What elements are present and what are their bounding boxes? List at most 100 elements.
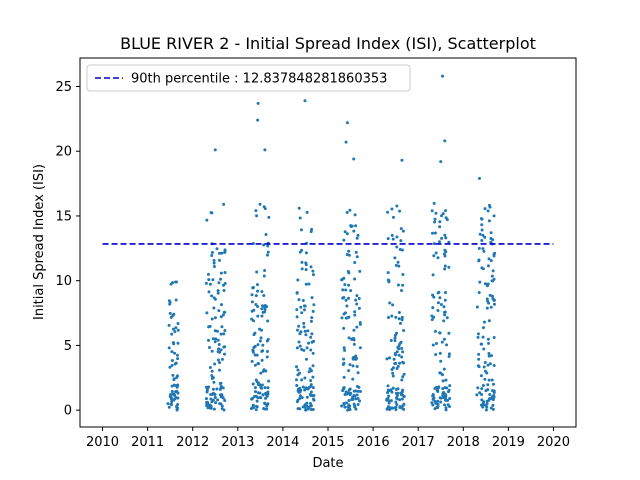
data-point [169, 282, 173, 286]
data-point [357, 306, 361, 310]
data-point [172, 398, 176, 402]
data-point [354, 354, 358, 358]
data-point [351, 356, 355, 360]
data-point [221, 313, 225, 317]
data-point [401, 283, 405, 287]
data-point [492, 302, 496, 306]
data-point [441, 390, 445, 394]
data-point [347, 315, 351, 319]
data-point [297, 390, 301, 394]
data-point [483, 361, 487, 365]
data-point [212, 296, 216, 300]
data-point [342, 326, 346, 330]
data-point [398, 398, 402, 402]
data-point [259, 396, 263, 400]
data-point [345, 121, 349, 125]
data-point [348, 407, 352, 411]
data-point [354, 224, 358, 228]
data-point [354, 389, 358, 393]
data-point [210, 317, 214, 321]
data-point [302, 321, 306, 325]
data-point [309, 369, 313, 373]
data-point [355, 356, 359, 360]
data-point [432, 242, 436, 246]
data-point [303, 99, 307, 103]
data-point [438, 220, 442, 224]
data-point [256, 101, 260, 105]
data-point [171, 327, 175, 331]
data-point [481, 326, 485, 330]
data-point [483, 320, 486, 324]
data-point [482, 400, 486, 404]
data-point [391, 237, 395, 241]
data-point [213, 362, 217, 366]
data-point [173, 362, 177, 366]
data-point [483, 235, 487, 239]
data-point [256, 289, 260, 293]
data-point [304, 251, 308, 255]
data-point [211, 337, 215, 341]
data-point [204, 397, 208, 401]
data-point [266, 386, 270, 390]
data-point [342, 357, 346, 361]
data-point [260, 349, 264, 353]
data-point [204, 281, 208, 285]
data-point [447, 240, 451, 244]
data-point [296, 278, 300, 282]
data-point [176, 403, 180, 406]
data-point [387, 401, 391, 405]
data-point [310, 340, 314, 344]
data-point [396, 260, 400, 264]
x-tick-label: 2017 [402, 435, 435, 450]
data-point [213, 148, 217, 152]
data-point [443, 248, 447, 252]
data-point [355, 325, 359, 329]
data-point [310, 393, 314, 397]
data-point [219, 303, 223, 307]
data-point [478, 280, 482, 284]
data-point [250, 359, 254, 363]
data-point [175, 374, 179, 378]
data-point [394, 400, 398, 404]
data-point [489, 305, 493, 309]
data-point [353, 261, 357, 264]
data-point [351, 377, 355, 381]
data-point [430, 318, 434, 322]
data-point [387, 394, 391, 398]
data-point [294, 378, 298, 382]
data-point [444, 209, 448, 213]
data-point [223, 248, 227, 252]
data-point [394, 315, 398, 319]
data-point [477, 357, 481, 361]
data-point [217, 368, 221, 372]
data-point [205, 311, 209, 315]
data-point [208, 365, 212, 369]
data-point [439, 371, 443, 375]
data-point [488, 205, 492, 209]
data-point [344, 140, 348, 144]
data-point [487, 378, 491, 382]
data-point [209, 397, 213, 401]
data-point [477, 365, 481, 369]
data-point [308, 401, 312, 405]
data-point [264, 369, 268, 373]
data-point [267, 379, 271, 383]
data-point [395, 331, 399, 335]
data-point [296, 368, 300, 372]
data-point [431, 343, 435, 347]
data-point [394, 263, 398, 267]
data-point [448, 404, 452, 408]
data-point [432, 295, 436, 299]
data-point [347, 249, 351, 253]
data-point [445, 218, 449, 222]
data-point [491, 382, 495, 386]
data-point [295, 308, 299, 312]
data-point [490, 294, 494, 298]
data-point [341, 296, 345, 300]
data-point [385, 357, 389, 361]
data-point [219, 271, 223, 275]
data-point [388, 356, 392, 360]
data-point [347, 369, 351, 373]
data-point [434, 401, 438, 405]
data-point [261, 304, 265, 308]
